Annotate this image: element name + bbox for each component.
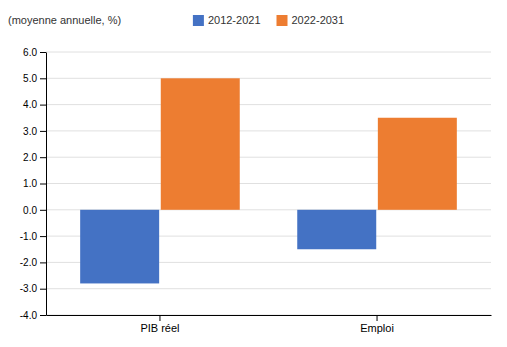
grid-line [46,288,491,289]
tick: 5.0 [23,73,46,84]
tick-label: 1.0 [23,178,37,189]
tick: 4.0 [23,99,46,110]
y-axis: -4.0 -3.0 -2.0 -1.0 0.0 1.0 2.0 3.0 4.0 5.0 6.0 [20,47,47,321]
tick-mark [40,262,46,263]
tick-label: -2.0 [20,257,38,268]
x-axis: PIB réel Emploi [47,315,492,334]
legend-swatch [277,15,288,26]
tick: 0.0 [23,205,46,216]
tick: -4.0 [20,310,46,321]
tick-mark [159,315,160,321]
tick: -3.0 [20,283,46,294]
tick-label: 2.0 [23,152,37,163]
y-axis-label: (moyenne annuelle, %) [8,14,121,26]
tick-label: 5.0 [23,73,37,84]
legend: 2012-2021 2022-2031 [193,14,344,26]
grid-line [46,52,491,53]
grid-line [46,104,491,105]
axis-line [46,53,47,316]
legend-label: 2022-2031 [292,14,345,26]
chart: -4.0 -3.0 -2.0 -1.0 0.0 1.0 2.0 3.0 4.0 5.0 6.0 PIB… [0,0,507,347]
tick: 6.0 [23,47,46,58]
tick-label: Emploi [360,322,394,334]
grid-line [46,78,491,79]
axis-line [47,315,492,316]
legend-item: 2012-2021 [193,14,261,26]
tick-mark [40,105,46,106]
tick: Emploi [360,315,394,334]
tick-mark [40,210,46,211]
tick: 2.0 [23,152,46,163]
tick: -1.0 [20,231,46,242]
tick: PIB réel [140,315,179,334]
tick: -2.0 [20,257,46,268]
tick-label: -4.0 [20,310,38,321]
tick-label: -1.0 [20,231,38,242]
bar [297,210,376,249]
tick: 1.0 [23,178,46,189]
tick-mark [40,315,46,316]
tick-mark [40,78,46,79]
tick-mark [40,236,46,237]
tick-label: 6.0 [23,47,37,58]
tick-label: 0.0 [23,205,37,216]
legend-swatch [193,15,204,26]
tick-label: -3.0 [20,283,38,294]
bar [161,78,240,210]
plot: -4.0 -3.0 -2.0 -1.0 0.0 1.0 2.0 3.0 4.0 5.0 6.0 PIB… [20,47,492,334]
tick-mark [40,52,46,53]
legend-label: 2012-2021 [208,14,261,26]
legend-item: 2022-2031 [277,14,345,26]
tick-mark [40,131,46,132]
bar [378,118,457,210]
grid-line [46,315,491,316]
tick: 3.0 [23,126,46,137]
bars [80,78,457,283]
grid [46,52,491,315]
tick-label: 3.0 [23,126,37,137]
tick-mark [40,157,46,158]
tick-mark [40,289,46,290]
tick-mark [40,184,46,185]
tick-label: PIB réel [140,322,179,334]
tick-mark [377,315,378,321]
tick-label: 4.0 [23,99,37,110]
bar [80,210,159,284]
